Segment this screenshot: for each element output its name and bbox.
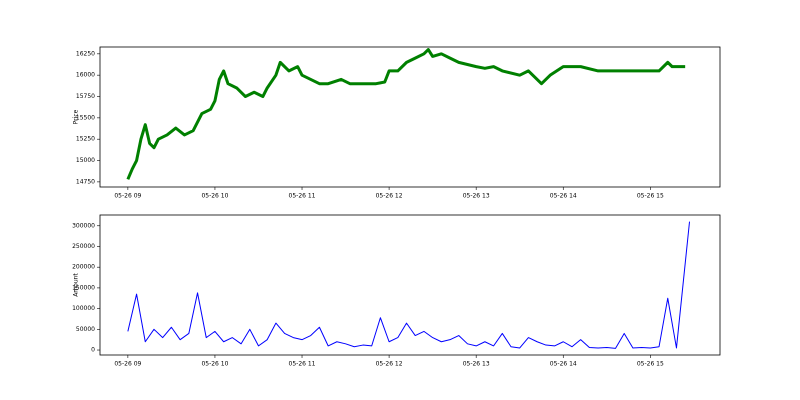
y-tick-label: 50000 — [76, 326, 95, 333]
x-tick-label: 05-26 09 — [114, 361, 141, 368]
y-tick-label: 100000 — [72, 305, 95, 312]
x-tick-label: 05-26 12 — [376, 193, 403, 200]
y-tick-label: 15000 — [76, 157, 95, 164]
x-tick-label: 05-26 13 — [463, 361, 490, 368]
y-tick-label: 0 — [91, 347, 95, 354]
x-tick-label: 05-26 09 — [114, 193, 141, 200]
x-tick-label: 05-26 11 — [289, 361, 316, 368]
y-tick-label: 15750 — [76, 93, 95, 100]
y-tick-label: 16250 — [76, 50, 95, 57]
axes-frame — [99, 214, 721, 356]
data-line — [127, 221, 691, 349]
x-tick-label: 05-26 15 — [637, 361, 664, 368]
y-tick-label: 150000 — [72, 284, 95, 291]
y-tick-label: 15250 — [76, 136, 95, 143]
data-line — [126, 48, 686, 180]
x-tick-label: 05-26 13 — [463, 193, 490, 200]
axes-frame — [99, 46, 721, 188]
y-axis-label: Price — [73, 109, 80, 124]
x-tick-label: 05-26 12 — [376, 361, 403, 368]
y-tick-label: 14750 — [76, 178, 95, 185]
x-tick-label: 05-26 15 — [637, 193, 664, 200]
x-tick-label: 05-26 10 — [201, 193, 228, 200]
y-axis-label: Amount — [73, 273, 80, 297]
y-tick-label: 16000 — [76, 72, 95, 79]
y-tick-label: 300000 — [72, 222, 95, 229]
y-tick-label: 200000 — [72, 264, 95, 271]
y-tick-label: 15500 — [76, 114, 95, 121]
x-tick-label: 05-26 10 — [201, 361, 228, 368]
x-tick-label: 05-26 11 — [289, 193, 316, 200]
x-tick-label: 05-26 14 — [550, 193, 577, 200]
y-tick-label: 250000 — [72, 243, 95, 250]
x-tick-label: 05-26 14 — [550, 361, 577, 368]
